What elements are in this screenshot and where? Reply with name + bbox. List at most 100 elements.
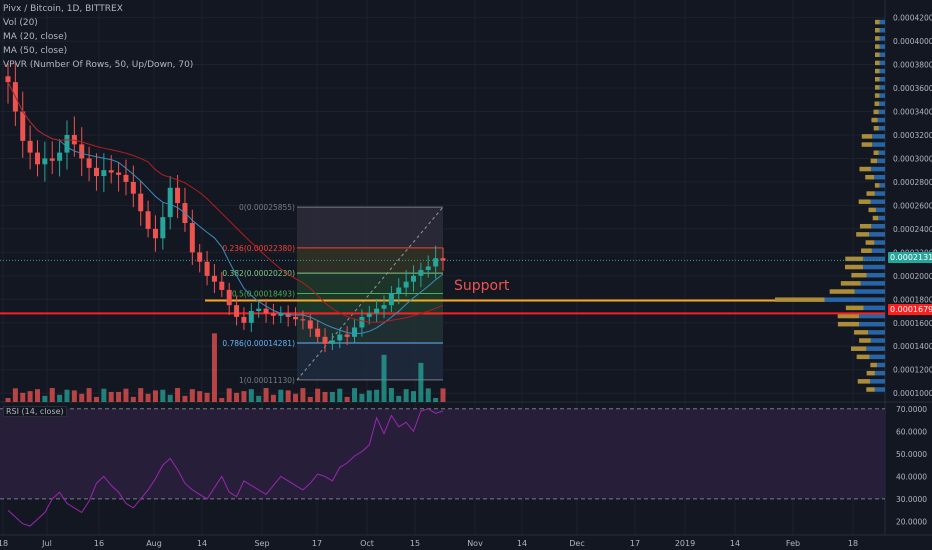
vpvr-row-up <box>874 370 885 376</box>
vpvr-row-down <box>851 346 867 351</box>
candle-body <box>315 328 321 337</box>
volume-bar <box>344 396 350 402</box>
vpvr-row-up <box>863 256 885 262</box>
vpvr-row-down <box>874 101 880 106</box>
time-axis-label: 15 <box>410 539 420 548</box>
volume-bar <box>42 395 48 402</box>
vpvr-row-up <box>879 93 885 98</box>
volume-bar <box>108 391 114 402</box>
candle-body <box>352 327 358 337</box>
volume-bar <box>359 393 365 402</box>
vpvr-row-down <box>861 248 872 253</box>
rsi-axis-label: 60.0000 <box>896 427 927 436</box>
indicator-vpvr[interactable]: VPVR (Number Of Rows, 50, Up/Down, 70) <box>3 60 194 70</box>
vpvr-row-down <box>873 150 879 155</box>
volume-bar <box>263 388 269 402</box>
vpvr-row-up <box>878 125 885 131</box>
vpvr-row-down <box>851 272 867 278</box>
volume-bar <box>425 388 431 402</box>
candle-body <box>130 181 136 194</box>
candle-body <box>116 172 122 175</box>
vpvr-row-down <box>865 174 875 180</box>
vpvr-row-up <box>879 52 885 57</box>
candle-body <box>189 223 195 253</box>
indicator-ma20[interactable]: MA (20, close) <box>3 32 68 42</box>
volume-bar <box>167 394 173 402</box>
candle-body <box>440 258 446 261</box>
volume-bar <box>374 389 380 402</box>
volume-bar <box>256 395 262 402</box>
candle-body <box>278 313 284 316</box>
rsi-axis-label: 50.0000 <box>896 450 927 459</box>
volume-bar <box>34 389 40 402</box>
volume-bar <box>49 388 55 402</box>
volume-bar <box>182 395 188 402</box>
volume-bar <box>285 390 291 402</box>
indicator-volume[interactable]: Vol (20) <box>3 18 38 28</box>
vpvr-row-down <box>861 142 873 147</box>
candle-body <box>57 152 63 161</box>
candle-body <box>86 158 92 168</box>
candle-body <box>248 311 254 323</box>
time-axis-label: 17 <box>630 539 640 548</box>
vpvr-row-up <box>878 215 885 221</box>
volume-bar <box>5 398 11 402</box>
vpvr-row-up <box>867 330 885 335</box>
fib-label: 0.786(0.00014281) <box>222 339 295 348</box>
volume-bar <box>12 388 18 402</box>
vpvr-row-down <box>866 191 875 196</box>
volume-bar <box>211 333 217 402</box>
vpvr-row-up <box>879 85 885 90</box>
volume-bar <box>101 388 107 402</box>
vpvr-row-up <box>872 134 885 139</box>
candle-body <box>425 266 431 270</box>
volume-bar <box>57 394 63 402</box>
vpvr-row-down <box>875 36 880 41</box>
vpvr-row-up <box>863 305 885 311</box>
candle-body <box>293 316 299 320</box>
candle-body <box>241 316 247 323</box>
volume-bar <box>329 391 335 402</box>
volume-bar <box>175 388 181 402</box>
vpvr-row-up <box>879 101 885 106</box>
volume-bar <box>278 389 284 402</box>
rsi-label[interactable]: RSI (14, close) <box>3 406 67 417</box>
candle-body <box>344 334 350 337</box>
vpvr-row-down <box>873 125 879 131</box>
indicator-ma50[interactable]: MA (50, close) <box>3 46 68 56</box>
vpvr-row-down <box>866 387 875 392</box>
candle-body <box>270 313 276 316</box>
candle-body <box>234 305 240 317</box>
volume-bar <box>293 393 299 402</box>
vpvr-row-down <box>845 264 864 270</box>
vpvr-row-down <box>875 52 880 57</box>
volume-bar <box>315 388 321 402</box>
candle-body <box>175 187 181 204</box>
time-axis-label: Oct <box>360 539 374 548</box>
candle-body <box>79 144 85 159</box>
time-axis-label: 17 <box>312 539 322 548</box>
chart-legend: Pivx / Bitcoin, 1D, BITTREX Vol (20) MA … <box>3 2 193 72</box>
vpvr-row-up <box>875 207 885 213</box>
volume-bar <box>366 390 372 402</box>
time-axis-label: 2019 <box>675 539 695 548</box>
volume-bar <box>241 391 247 402</box>
vpvr-row-down <box>874 85 880 90</box>
vpvr-row-up <box>874 387 885 392</box>
fib-label: 0.5(0.00018493) <box>232 290 295 299</box>
ma50-line <box>7 81 444 323</box>
candle-body <box>108 170 114 173</box>
rsi-axis-label: 30.0000 <box>896 495 927 504</box>
vpvr-row-up <box>870 166 885 172</box>
candle-body <box>256 308 262 312</box>
support-annotation: Support <box>454 278 510 294</box>
volume-bar <box>123 388 129 402</box>
volume-bar <box>403 389 409 402</box>
fib-label: 1(0.00011130) <box>239 376 295 385</box>
